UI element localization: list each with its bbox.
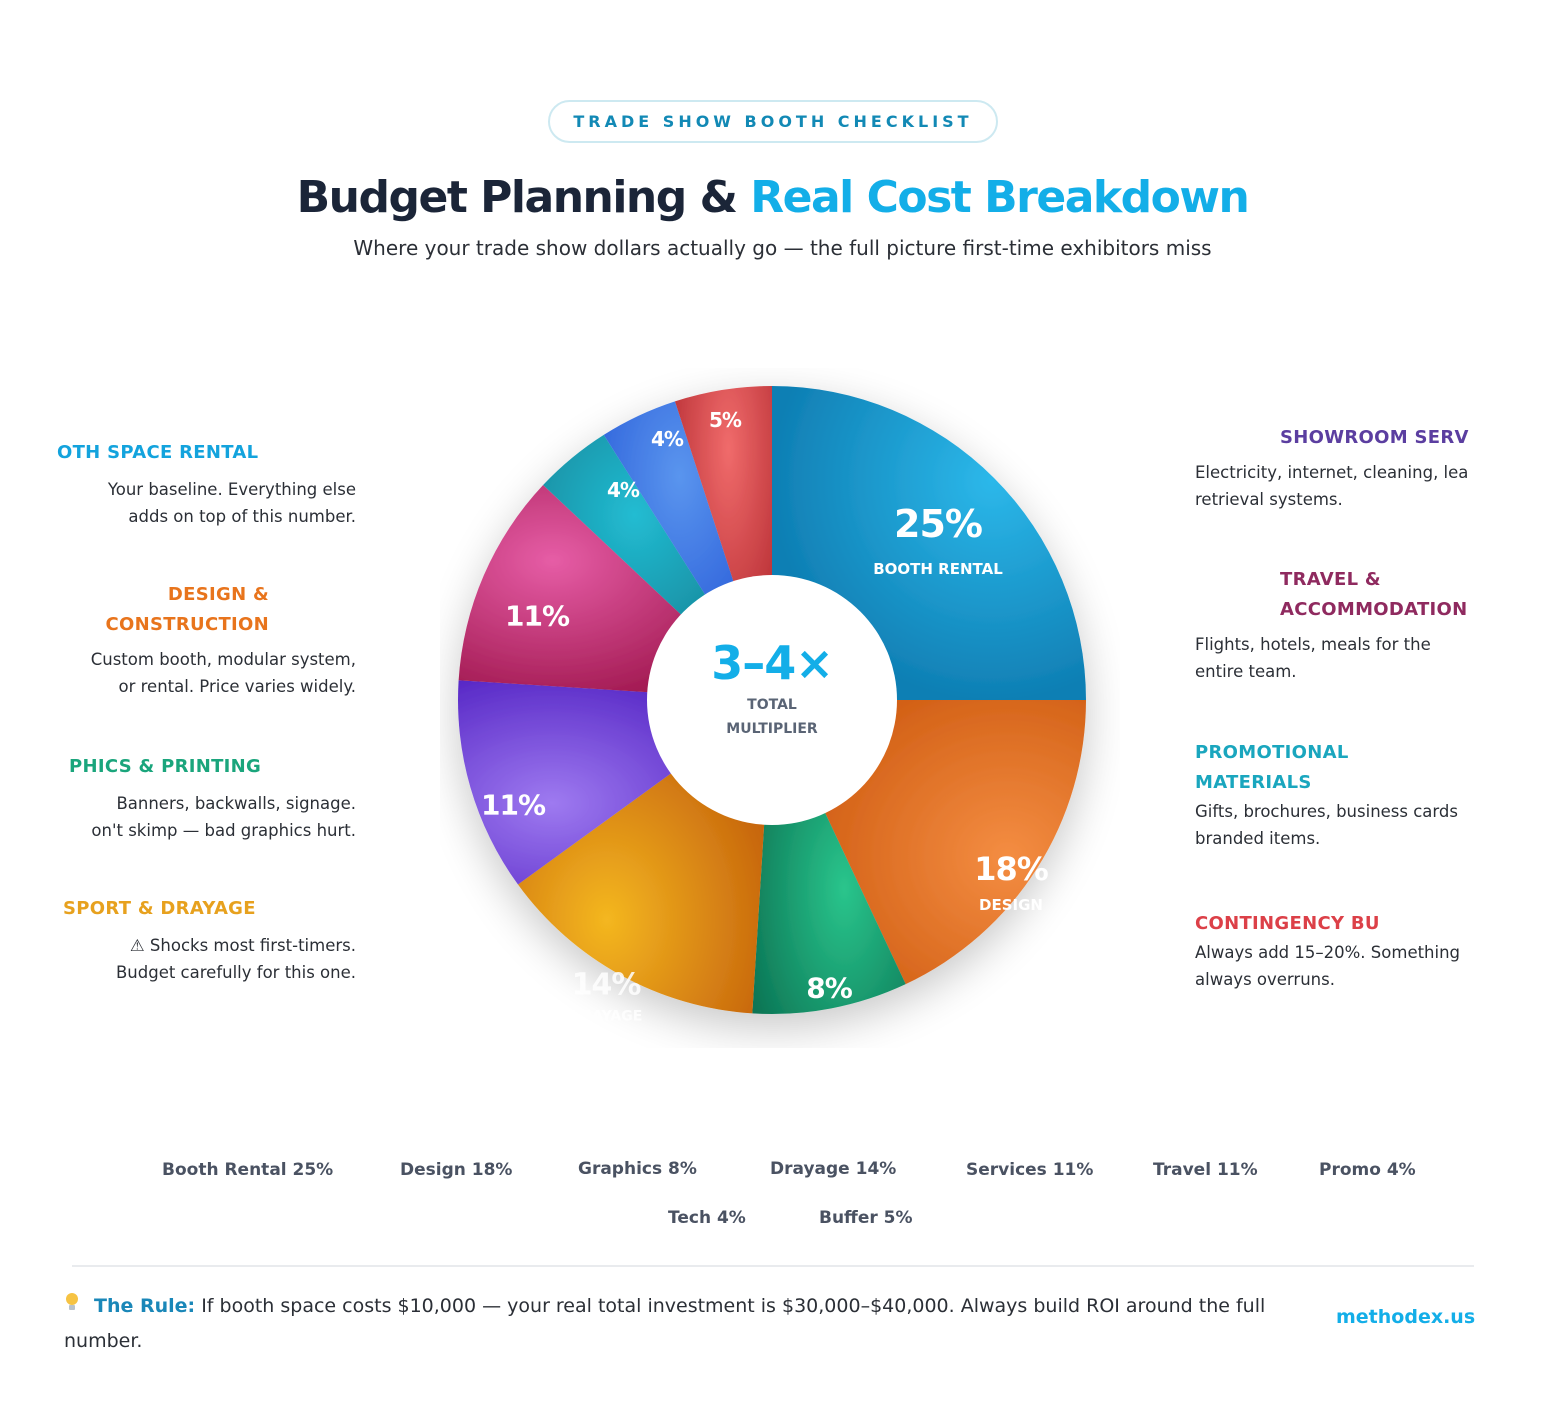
- legend-item-services: Services 11%: [966, 1160, 1094, 1180]
- callout-title: OTH SPACE RENTAL: [57, 442, 259, 463]
- callout-title-line2: ACCOMMODATION: [1280, 599, 1468, 620]
- slice-label-tech: 4%: [651, 427, 684, 451]
- slice-label-graphics: 8%: [806, 971, 853, 1005]
- slice-pct: 4%: [607, 478, 640, 502]
- slice-label-booth-rental: 25% BOOTH RENTAL: [873, 502, 1003, 578]
- callout-title: CONTINGENCY BU: [1195, 913, 1380, 934]
- callout-title: PHICS & PRINTING: [69, 756, 262, 777]
- callout-desc-2: retrieval systems.: [1195, 490, 1343, 509]
- callout-title-line2: MATERIALS: [1195, 772, 1312, 793]
- rule-text: If booth space costs $10,000 — your real…: [64, 1295, 1266, 1352]
- slice-label-buffer: 5%: [709, 408, 742, 432]
- legend-item-buffer: Buffer 5%: [819, 1208, 913, 1228]
- callout-desc-2: on't skimp — bad graphics hurt.: [91, 821, 356, 840]
- center-label-line2: MULTIPLIER: [726, 721, 818, 737]
- slice-pct: 11%: [480, 788, 546, 822]
- legend-item-design: Design 18%: [400, 1160, 513, 1180]
- callout-contingency-buffer: CONTINGENCY BU Always add 15–20%. Someth…: [1195, 909, 1525, 993]
- rule-lead: The Rule:: [94, 1295, 196, 1317]
- callout-graphics-printing: PHICS & PRINTING Banners, backwalls, sig…: [40, 752, 356, 844]
- slice-sub: DRAYAGE: [569, 1008, 643, 1025]
- callout-showroom-services: SHOWROOM SERV Electricity, internet, cle…: [1195, 423, 1525, 513]
- legend-item-travel: Travel 11%: [1153, 1160, 1258, 1180]
- slice-label-promo: 4%: [607, 478, 640, 502]
- slice-label-drayage: 14% DRAYAGE: [570, 968, 643, 1025]
- donut-hole: [647, 575, 897, 825]
- lightbulb-icon: [64, 1292, 86, 1325]
- callout-title: SPORT & DRAYAGE: [63, 898, 256, 919]
- callout-promotional-materials: PROMOTIONAL MATERIALS Gifts, brochures, …: [1195, 738, 1525, 852]
- title-part-accent: Real Cost Breakdown: [750, 172, 1250, 223]
- callout-title: SHOWROOM SERV: [1280, 427, 1469, 448]
- callout-travel-accommodation: TRAVEL & ACCOMMODATION Flights, hotels, …: [1195, 565, 1525, 685]
- callout-title-line1: TRAVEL &: [1280, 569, 1381, 590]
- slice-sub: DESIGN: [979, 896, 1043, 914]
- slice-label-services: 11%: [480, 788, 546, 822]
- slice-sub: BOOTH RENTAL: [873, 560, 1003, 578]
- callout-desc-1: Gifts, brochures, business cards: [1195, 802, 1458, 821]
- slice-pct: 4%: [651, 427, 684, 451]
- center-label-line1: TOTAL: [747, 697, 797, 713]
- callout-desc-1: Flights, hotels, meals for the: [1195, 635, 1431, 654]
- callout-desc-1: Your baseline. Everything else: [107, 480, 356, 499]
- legend-item-graphics: Graphics 8%: [578, 1159, 697, 1179]
- center-multiplier-label: TOTAL MULTIPLIER: [692, 693, 852, 741]
- callout-desc-1: Custom booth, modular system,: [90, 650, 356, 669]
- footer-divider: [72, 1265, 1474, 1267]
- callout-title-line2: CONSTRUCTION: [105, 614, 269, 635]
- brand-link[interactable]: methodex.us: [1336, 1306, 1476, 1328]
- title-part-dark: Budget Planning &: [296, 172, 738, 223]
- callout-desc-2: branded items.: [1195, 829, 1321, 848]
- callout-desc-2: or rental. Price varies widely.: [118, 677, 357, 696]
- page-title: Budget Planning & Real Cost Breakdown: [0, 172, 1545, 223]
- legend-item-promo: Promo 4%: [1319, 1160, 1416, 1180]
- callout-desc-2: entire team.: [1195, 662, 1297, 681]
- rule-callout: The Rule: If booth space costs $10,000 —…: [64, 1290, 1314, 1358]
- donut-chart: [440, 368, 1120, 1048]
- callout-desc-1: ⚠ Shocks most first-timers.: [129, 936, 356, 955]
- legend-item-drayage: Drayage 14%: [770, 1159, 897, 1179]
- callout-desc-2: Budget carefully for this one.: [115, 963, 356, 982]
- callout-desc-2: always overruns.: [1195, 970, 1335, 989]
- slice-pct: 8%: [806, 971, 853, 1005]
- callout-desc-2: adds on top of this number.: [128, 507, 356, 526]
- slice-pct: 18%: [974, 850, 1049, 888]
- callout-title-line1: DESIGN &: [167, 584, 269, 605]
- slice-label-design: 18% DESIGN: [974, 850, 1049, 914]
- slice-pct: 11%: [504, 599, 570, 633]
- callout-desc-1: Banners, backwalls, signage.: [116, 794, 356, 813]
- callout-transport-drayage: SPORT & DRAYAGE ⚠ Shocks most first-time…: [40, 894, 356, 986]
- eyebrow-badge: TRADE SHOW BOOTH CHECKLIST: [548, 100, 998, 143]
- center-multiplier-value: 3–4×: [711, 636, 834, 690]
- slice-pct: 14%: [571, 967, 642, 1003]
- callout-design-construction: DESIGN & CONSTRUCTION Custom booth, modu…: [40, 580, 356, 700]
- slice-pct: 5%: [709, 408, 742, 432]
- legend-item-booth-rental: Booth Rental 25%: [162, 1160, 334, 1180]
- callout-desc-1: Electricity, internet, cleaning, lea: [1195, 463, 1469, 482]
- slice-label-travel: 11%: [504, 599, 570, 633]
- callout-desc-1: Always add 15–20%. Something: [1195, 943, 1461, 962]
- callout-title-line1: PROMOTIONAL: [1195, 742, 1349, 763]
- legend-item-tech: Tech 4%: [668, 1208, 746, 1228]
- callout-booth-space-rental: OTH SPACE RENTAL Your baseline. Everythi…: [40, 438, 356, 530]
- donut-chart-svg: [458, 386, 1086, 1015]
- slice-pct: 25%: [894, 502, 983, 546]
- page-subtitle: Where your trade show dollars actually g…: [353, 236, 1212, 260]
